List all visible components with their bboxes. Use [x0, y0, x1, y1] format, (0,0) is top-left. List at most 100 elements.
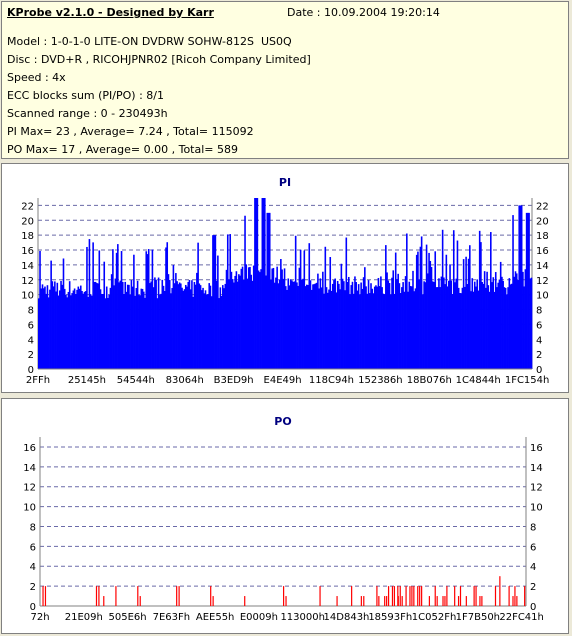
po-bar — [444, 596, 446, 606]
pi-bar — [522, 271, 524, 369]
x-tick-label: B3ED9h — [214, 375, 254, 386]
pi-bar — [109, 287, 112, 369]
pi-bar — [100, 293, 103, 369]
pi-bar — [497, 282, 500, 369]
po-bar — [524, 586, 526, 606]
pi-bar — [52, 286, 55, 369]
pi-bar — [196, 272, 198, 369]
pi-bar — [296, 282, 298, 369]
info-scanned-range: Scanned range : 0 - 230493h — [7, 107, 168, 120]
pi-bar — [256, 198, 259, 369]
pi-bar — [89, 294, 92, 369]
y-tick-label-left: 0 — [30, 602, 36, 613]
pi-bar — [476, 279, 479, 369]
pi-bar — [417, 251, 419, 369]
pi-bar — [445, 254, 448, 369]
pi-bar — [201, 290, 203, 369]
pi-bar — [333, 280, 335, 369]
po-chart-panel: PO 0 0 2 2 4 4 6 6 8 8 10 10 12 12 14 14 16 16 72h 21E09h 505… — [1, 398, 569, 634]
pi-bar — [291, 280, 293, 369]
pi-bar — [455, 278, 458, 369]
po-bar — [397, 596, 399, 606]
pi-bar — [487, 285, 490, 369]
pi-bar — [406, 233, 408, 369]
pi-bar — [81, 290, 83, 369]
pi-bar — [285, 286, 287, 369]
pi-bar — [357, 284, 360, 369]
pi-bar — [323, 293, 325, 369]
pi-bar — [155, 279, 157, 369]
pi-bar — [281, 269, 283, 369]
y-tick-label-left: 16 — [23, 443, 36, 454]
x-tick-label: 505E6h — [109, 612, 147, 623]
pi-bar — [219, 287, 222, 369]
pi-bar — [519, 205, 522, 369]
pi-bar — [275, 277, 277, 369]
pi-bar — [55, 291, 57, 369]
pi-bar — [238, 274, 240, 369]
po-bar — [178, 586, 180, 606]
pi-bar — [320, 287, 323, 369]
pi-bar — [276, 266, 278, 369]
pi-bar — [419, 246, 422, 369]
pi-bar — [73, 288, 76, 369]
pi-bar — [457, 287, 460, 369]
po-bar — [428, 596, 430, 606]
pi-bar — [160, 293, 162, 369]
pi-bar — [138, 294, 140, 369]
pi-bar — [308, 243, 311, 369]
pi-bar — [217, 255, 219, 369]
po-bar — [212, 596, 214, 606]
pi-bar — [477, 290, 480, 369]
pi-bar — [154, 277, 156, 369]
pi-bar — [435, 287, 438, 369]
pi-bar — [428, 252, 430, 369]
pi-bar — [440, 276, 443, 369]
pi-bar — [449, 264, 451, 369]
pi-bar — [141, 288, 144, 369]
y-tick-label-right: 4 — [530, 562, 536, 573]
pi-bar — [130, 280, 133, 369]
pi-bar — [499, 261, 502, 369]
info-ecc-blocks: ECC blocks sum (PI/PO) : 8/1 — [7, 89, 164, 102]
pi-bar — [104, 298, 107, 369]
pi-bar — [298, 267, 301, 369]
pi-bar — [503, 287, 506, 369]
pi-bar — [204, 290, 207, 369]
pi-bar — [165, 247, 167, 369]
y-tick-label-right: 10 — [530, 503, 543, 514]
pi-bar — [222, 285, 224, 369]
pi-bar — [472, 291, 475, 369]
y-tick-label-right: 2 — [536, 350, 542, 361]
pi-bar — [93, 281, 96, 369]
pi-bar — [386, 272, 388, 369]
pi-bar — [366, 293, 369, 369]
pi-bar — [517, 280, 519, 369]
pi-bar — [184, 284, 187, 369]
pi-bar — [397, 273, 399, 369]
po-bar — [465, 596, 467, 606]
po-chart: PO 0 0 2 2 4 4 6 6 8 8 10 10 12 12 14 14 16 16 72h 21E09h 505… — [23, 415, 544, 623]
scan-date: Date : 10.09.2004 19:20:14 — [287, 6, 440, 19]
pi-bar — [423, 281, 425, 369]
pi-bar — [480, 242, 482, 369]
y-tick-label-right: 10 — [536, 291, 549, 302]
pi-bar — [233, 282, 235, 369]
pi-bar — [61, 284, 64, 369]
pi-bar — [198, 283, 201, 369]
pi-bar — [283, 268, 286, 369]
pi-bar — [178, 282, 181, 369]
pi-bar — [402, 282, 404, 369]
pi-bar — [467, 258, 470, 369]
pi-bar — [45, 293, 47, 369]
po-bar — [419, 586, 421, 606]
pi-bar — [67, 291, 70, 369]
pi-bar — [54, 281, 56, 369]
pi-bar — [378, 286, 381, 369]
pi-bar — [282, 278, 285, 369]
x-tick-label: 21E09h — [65, 612, 103, 623]
x-tick-label: 1FC154h — [505, 375, 550, 386]
pi-bar — [250, 274, 253, 369]
pi-bar — [280, 258, 282, 369]
pi-bar — [433, 281, 435, 369]
